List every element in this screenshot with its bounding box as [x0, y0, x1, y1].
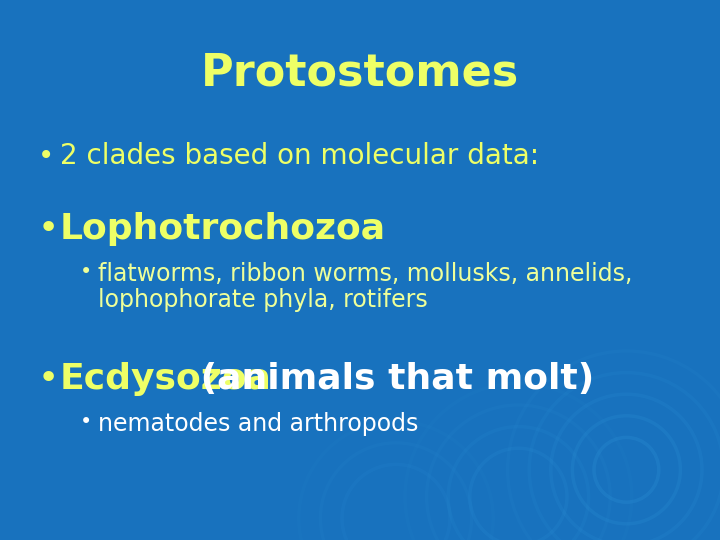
Text: lophophorate phyla, rotifers: lophophorate phyla, rotifers: [98, 288, 428, 312]
Text: Protostomes: Protostomes: [201, 52, 519, 95]
Text: •: •: [38, 212, 59, 246]
Text: •: •: [80, 262, 92, 282]
Text: •: •: [38, 142, 54, 170]
Text: 2 clades based on molecular data:: 2 clades based on molecular data:: [60, 142, 539, 170]
Text: Lophotrochozoa: Lophotrochozoa: [60, 212, 386, 246]
Text: (animals that molt): (animals that molt): [188, 362, 594, 396]
Text: nematodes and arthropods: nematodes and arthropods: [98, 412, 418, 436]
Text: •: •: [80, 412, 92, 432]
Text: Ecdysozoa: Ecdysozoa: [60, 362, 272, 396]
Text: •: •: [38, 362, 59, 396]
Text: flatworms, ribbon worms, mollusks, annelids,: flatworms, ribbon worms, mollusks, annel…: [98, 262, 632, 286]
